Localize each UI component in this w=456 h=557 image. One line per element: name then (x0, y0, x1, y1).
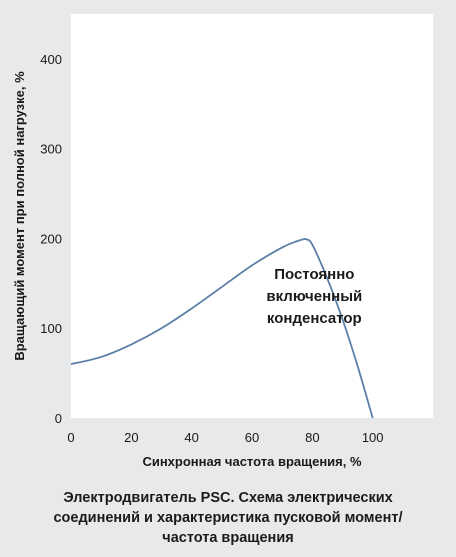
x-axis-title: Синхронная частота вращения, % (142, 454, 362, 469)
y-tick-label: 100 (40, 321, 62, 336)
plot-area (71, 14, 433, 418)
y-axis-ticks: 0 100 200 300 400 (40, 52, 62, 426)
caption-line-3: частота вращения (162, 530, 294, 546)
torque-curve (70, 237, 374, 419)
x-tick-label: 60 (245, 430, 259, 445)
capacitor-annotation: Постоянно включенный конденсатор (266, 266, 362, 327)
y-tick-label: 0 (55, 411, 62, 426)
y-axis-title: Вращающий момент при полной нагрузке, % (12, 71, 27, 361)
y-tick-label: 400 (40, 52, 62, 67)
caption-line-2: соединений и характеристика пусковой мом… (53, 510, 403, 526)
x-tick-label: 0 (67, 430, 74, 445)
x-axis-ticks: 0 20 40 60 80 100 (67, 430, 383, 445)
annotation-line: включенный (266, 288, 362, 305)
annotation-line: Постоянно (274, 266, 354, 283)
chart-svg: 0 100 200 300 400 0 20 40 60 80 100 Постоянно вклю… (12, 14, 433, 469)
caption-line-1: Электродвигатель PSC. Схема электрически… (63, 490, 393, 506)
figure-caption: Электродвигатель PSC. Схема электрически… (0, 488, 456, 548)
y-tick-label: 300 (40, 142, 62, 157)
x-tick-label: 40 (184, 430, 198, 445)
y-tick-label: 200 (40, 231, 62, 246)
x-tick-label: 20 (124, 430, 138, 445)
x-tick-label: 100 (362, 430, 384, 445)
x-tick-label: 80 (305, 430, 319, 445)
annotation-line: конденсатор (267, 310, 362, 327)
